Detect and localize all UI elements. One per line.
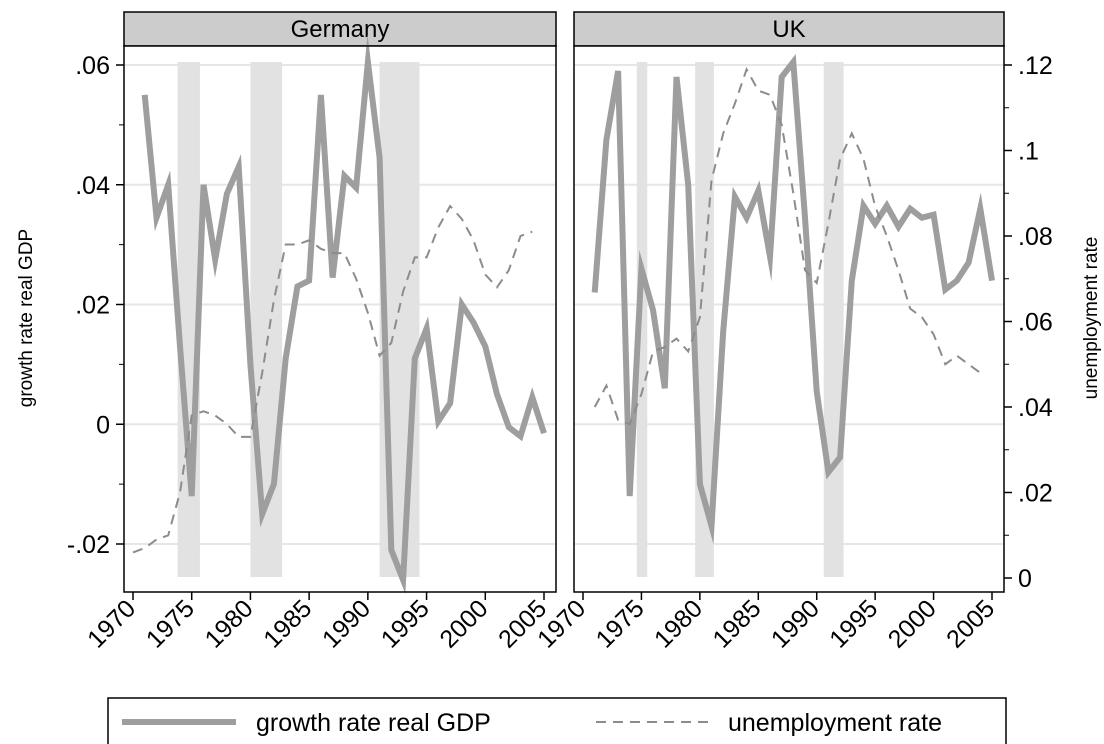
y-tick-label-left: .06 xyxy=(75,52,110,80)
recession-band xyxy=(823,62,844,577)
plot-frame xyxy=(573,45,1005,593)
right-y-axis: unemployment rate 0 .02 .04 .06 .08 .1 .12 xyxy=(1004,52,1102,593)
series-line-unemployment xyxy=(132,204,533,554)
x-tick-label: 1970 xyxy=(82,594,141,653)
legend-label-gdp: growth rate real GDP xyxy=(256,709,491,737)
series-line-gdp xyxy=(591,53,995,545)
x-tick-label: 1975 xyxy=(591,594,650,653)
y-tick-label-right: .08 xyxy=(1018,223,1053,251)
y-tick-label-left: .02 xyxy=(75,292,110,320)
x-tick-label: 1980 xyxy=(649,594,708,653)
y-tick-label-right: .12 xyxy=(1018,52,1053,80)
y-axis-right-title: unemployment rate xyxy=(1081,237,1102,400)
y-tick-label-right: .1 xyxy=(1018,138,1039,166)
x-tick-label: 1985 xyxy=(707,594,766,653)
series-line-gdp xyxy=(141,34,547,594)
legend-label-unemployment: unemployment rate xyxy=(728,709,942,737)
x-tick-label: 1990 xyxy=(766,594,825,653)
series-line-unemployment xyxy=(593,66,981,426)
x-tick-label: 2000 xyxy=(883,594,942,653)
plot-frame xyxy=(123,45,557,593)
panel-title: UK xyxy=(772,16,805,43)
y-tick-label-right: .06 xyxy=(1018,309,1053,337)
x-tick-label: 1985 xyxy=(258,594,317,653)
y-tick-label-left: 0 xyxy=(96,411,110,439)
x-tick-label: 2000 xyxy=(434,594,493,653)
legend: growth rate real GDP unemployment rate xyxy=(107,697,1007,744)
x-tick-label: 1995 xyxy=(376,594,435,653)
x-tick-label: 1975 xyxy=(141,594,200,653)
y-tick-label-right: 0 xyxy=(1018,565,1032,593)
y-tick-label-left: -.02 xyxy=(67,531,110,559)
x-tick-label: 1995 xyxy=(824,594,883,653)
y-tick-label-right: .04 xyxy=(1018,394,1053,422)
legend-box xyxy=(107,697,1007,744)
recession-band xyxy=(636,62,648,577)
left-y-axis: growth rate real GDP -.02 0 .02 .04 .06 xyxy=(16,52,124,559)
x-tick-label: 1990 xyxy=(317,594,376,653)
y-axis-left-title: growth rate real GDP xyxy=(16,229,37,407)
x-tick-label: 2005 xyxy=(941,594,1000,653)
x-tick-label: 1980 xyxy=(200,594,259,653)
y-tick-label-right: .02 xyxy=(1018,480,1053,508)
recession-band xyxy=(250,62,283,577)
panel-title: Germany xyxy=(291,16,390,43)
y-tick-label-left: .04 xyxy=(75,172,110,200)
